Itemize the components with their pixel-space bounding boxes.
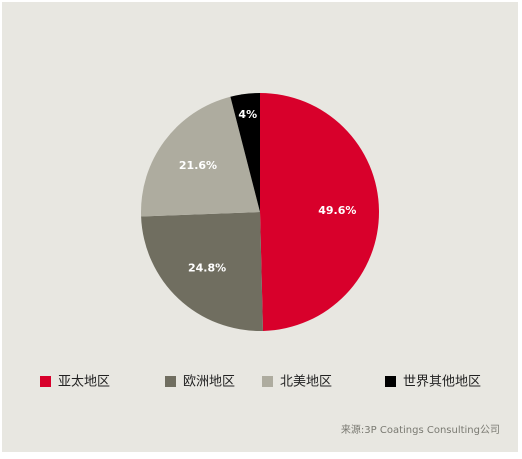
pie-slice — [141, 212, 263, 331]
data-label: 4% — [238, 108, 257, 121]
data-label: 24.8% — [188, 261, 226, 274]
legend-label: 北美地区 — [280, 375, 332, 390]
legend-swatch — [165, 376, 176, 387]
legend-label: 亚太地区 — [58, 375, 110, 390]
data-label: 49.6% — [318, 204, 356, 217]
legend-label: 欧洲地区 — [183, 375, 235, 390]
legend-swatch — [262, 376, 273, 387]
source-note: 来源:3P Coatings Consulting公司 — [341, 423, 500, 436]
data-label: 21.6% — [179, 159, 217, 172]
pie-slice — [260, 93, 380, 331]
legend-swatch — [385, 376, 396, 387]
pie-slice — [230, 93, 260, 212]
pie-slice — [141, 96, 260, 217]
legend-label: 世界其他地区 — [403, 375, 481, 390]
legend-swatch — [40, 376, 51, 387]
